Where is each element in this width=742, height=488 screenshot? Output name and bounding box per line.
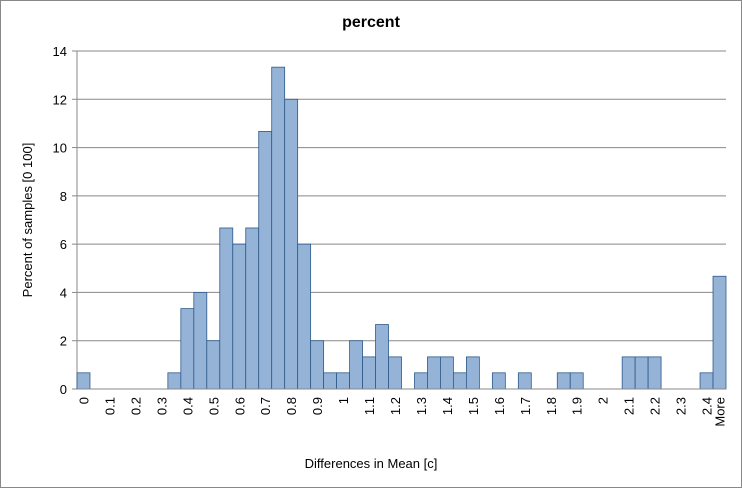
bar — [388, 356, 402, 390]
x-tick-label: 1.3 — [414, 397, 429, 415]
bar — [232, 243, 247, 390]
bar — [634, 356, 649, 390]
x-tick-label: 1.4 — [440, 397, 455, 415]
bar — [453, 372, 467, 390]
bar — [76, 372, 91, 390]
x-tick-label: 0.1 — [102, 397, 117, 415]
x-tick-label: 2 — [596, 397, 611, 404]
bar — [310, 340, 325, 390]
x-tick-label: 0.8 — [284, 397, 299, 415]
bar — [712, 275, 727, 390]
x-tick-label: 0.4 — [180, 397, 195, 415]
bar — [517, 372, 532, 390]
bar — [440, 356, 454, 390]
y-tick-label: 0 — [60, 382, 67, 397]
y-tick-label: 8 — [60, 189, 67, 204]
x-tick-label: 1.9 — [570, 397, 585, 415]
bar — [284, 98, 299, 390]
bar — [414, 372, 428, 390]
x-tick-label: 1.5 — [466, 397, 481, 415]
bar — [491, 372, 506, 390]
bar — [206, 340, 221, 390]
x-tick-label: 0.6 — [232, 397, 247, 415]
y-tick-label: 6 — [60, 237, 67, 252]
bar — [699, 372, 714, 390]
bar — [556, 372, 571, 390]
x-tick-label: 2.3 — [674, 397, 689, 415]
y-tick-label: 14 — [53, 44, 67, 59]
bar — [219, 227, 234, 390]
x-tick-label: 1.6 — [492, 397, 507, 415]
x-tick-label: 2.1 — [622, 397, 637, 415]
x-tick-label: 0.2 — [128, 397, 143, 415]
x-tick-label: 0.3 — [154, 397, 169, 415]
bar — [349, 340, 363, 390]
y-tick-label: 10 — [53, 141, 67, 156]
x-tick-label: 0 — [76, 397, 91, 404]
bar — [323, 372, 337, 390]
x-tick-label: More — [713, 397, 728, 427]
y-tick-label: 2 — [60, 334, 67, 349]
x-tick-label: 1.7 — [518, 397, 533, 415]
chart-title: percent — [342, 14, 400, 31]
bar — [621, 356, 636, 390]
bar — [569, 372, 584, 390]
bar — [167, 372, 182, 390]
bar — [297, 243, 312, 390]
x-tick-label: 1.2 — [388, 397, 403, 415]
bar — [258, 130, 273, 390]
bar — [427, 356, 441, 390]
bar — [465, 356, 480, 390]
bar — [362, 356, 376, 390]
x-tick-label: 1 — [336, 397, 351, 404]
x-tick-label: 2.2 — [648, 397, 663, 415]
x-axis-label: Differences in Mean [c] — [305, 456, 438, 471]
x-tick-label: 1.1 — [362, 397, 377, 415]
bar — [180, 308, 195, 390]
y-tick-label: 12 — [53, 92, 67, 107]
y-tick-label: 4 — [60, 285, 67, 300]
bar — [336, 372, 350, 390]
bar — [245, 227, 260, 390]
bar — [375, 324, 389, 390]
x-tick-label: 2.4 — [700, 397, 715, 415]
x-tick-label: 1.8 — [544, 397, 559, 415]
x-tick-label: 0.7 — [258, 397, 273, 415]
bar — [193, 292, 208, 390]
y-axis-label: Percent of samples [0 100] — [20, 143, 35, 298]
x-tick-label: 0.9 — [310, 397, 325, 415]
x-tick-label: 0.5 — [206, 397, 221, 415]
bar — [271, 66, 286, 390]
bar — [647, 356, 662, 390]
